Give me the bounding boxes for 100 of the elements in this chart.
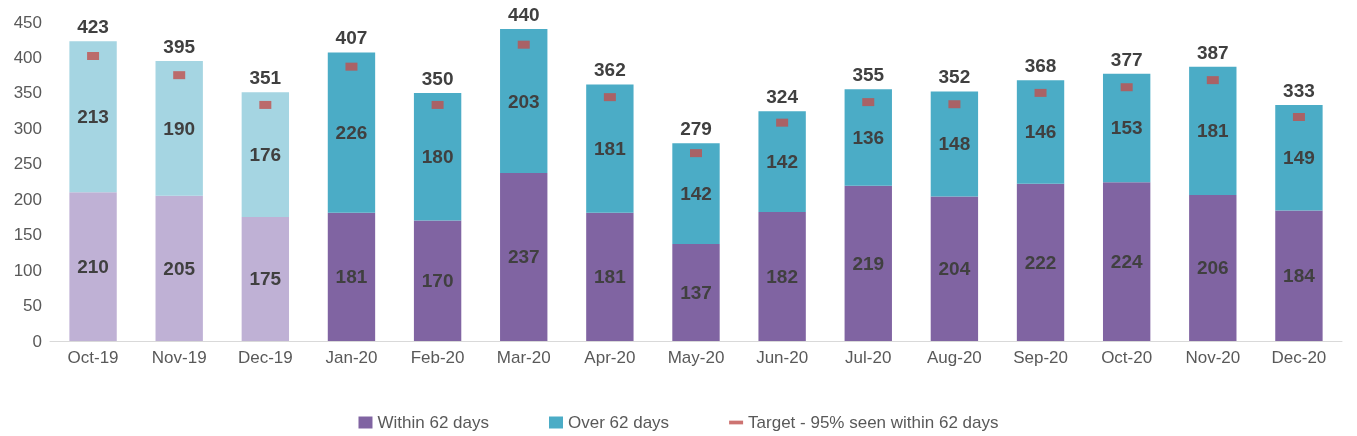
data-label: 149 [1283,147,1315,169]
data-label: 190 [163,117,196,139]
bar [586,84,634,213]
data-label: 137 [680,281,712,303]
data-label: 142 [680,183,712,205]
x-tick-label: Oct-19 [67,348,119,367]
x-tick-label: Aug-20 [926,348,982,367]
data-label: 210 [77,256,109,278]
total-label: 324 [766,86,799,108]
point [690,149,702,158]
legend-label: Over 62 days [567,413,670,432]
bar [1016,183,1065,341]
data-label: 206 [1196,257,1229,279]
data-label: 180 [421,146,454,168]
bar [844,185,892,341]
data-label: 181 [594,138,627,160]
bar [327,212,376,341]
total-label: 333 [1283,79,1315,101]
bar [1275,210,1323,341]
data-label: 205 [163,257,196,279]
data-label: 136 [852,127,885,149]
total-label: 377 [1110,48,1143,70]
data-label: 182 [766,265,798,287]
total-label: 362 [594,59,626,81]
x-tick-label: Jun-20 [756,348,809,367]
y-tick-label: 100 [13,260,42,280]
total-label: 351 [249,67,282,89]
bar [241,216,290,341]
data-label: 219 [852,252,885,274]
y-tick-label: 350 [13,83,42,103]
bar [69,192,117,341]
bar [155,195,203,341]
x-tick-label: Apr-20 [584,348,636,367]
bar [586,212,634,341]
bar [930,91,979,197]
data-label: 204 [938,258,971,280]
legend-label: Within 62 days [377,413,489,432]
x-tick-label: Nov-20 [1185,348,1241,367]
y-tick-label: 300 [13,118,42,138]
y-tick-label: 450 [13,12,42,32]
data-label: 224 [1110,251,1143,273]
total-label: 395 [163,35,196,57]
total-label: 368 [1024,55,1057,77]
x-tick-label: Sep-20 [1013,348,1068,367]
y-tick-label: 50 [23,296,42,316]
bar [844,89,892,186]
bar [758,211,806,341]
bar [1189,66,1237,195]
bar [1016,80,1065,184]
x-tick-label: Oct-20 [1101,348,1153,367]
data-label: 181 [594,266,627,288]
data-label: 181 [1196,120,1230,142]
x-tick-label: Mar-20 [496,348,551,367]
bar [155,60,203,196]
x-tick-label: Feb-20 [410,348,465,367]
y-tick-label: 250 [13,154,42,174]
data-label: 237 [507,246,540,268]
bar [500,29,548,173]
x-tick-label: Jan-20 [325,348,378,367]
x-tick-label: May-20 [667,348,725,367]
data-label: 226 [335,122,368,144]
bar [758,111,806,212]
total-label: 387 [1196,41,1229,63]
total-label: 352 [938,66,971,88]
bar [327,52,376,213]
y-tick-label: 150 [13,225,42,245]
bar [672,243,720,341]
bar [1102,73,1151,183]
bar [1275,104,1323,211]
x-tick-label: Dec-19 [237,348,293,367]
x-tick-label: Dec-20 [1271,348,1327,367]
data-label: 203 [507,90,540,112]
total-label: 279 [680,118,712,140]
bar [672,143,720,244]
data-label: 213 [77,106,109,128]
data-label: 175 [249,268,282,290]
x-tick-label: Nov-19 [151,348,207,367]
bar [69,41,117,193]
data-label: 181 [335,266,368,288]
y-tick-label: 200 [13,189,42,209]
data-label: 148 [938,133,971,155]
data-label: 153 [1110,117,1143,139]
data-label: 142 [766,151,798,173]
total-label: 423 [77,16,109,38]
legend-label: Target - 95% seen within 62 days [748,413,999,432]
bar [1102,182,1151,341]
bar [413,92,462,221]
data-label: 146 [1024,121,1057,143]
data-label: 222 [1024,251,1057,273]
bar [413,220,462,341]
bar [241,92,290,217]
data-label: 176 [249,144,282,166]
total-label: 355 [852,64,885,86]
y-tick-label: 0 [32,331,42,351]
data-label: 170 [421,270,454,292]
data-label: 184 [1283,265,1316,287]
total-label: 350 [421,67,454,89]
bar [930,196,979,341]
bar [500,172,548,341]
y-tick-label: 400 [13,47,42,67]
